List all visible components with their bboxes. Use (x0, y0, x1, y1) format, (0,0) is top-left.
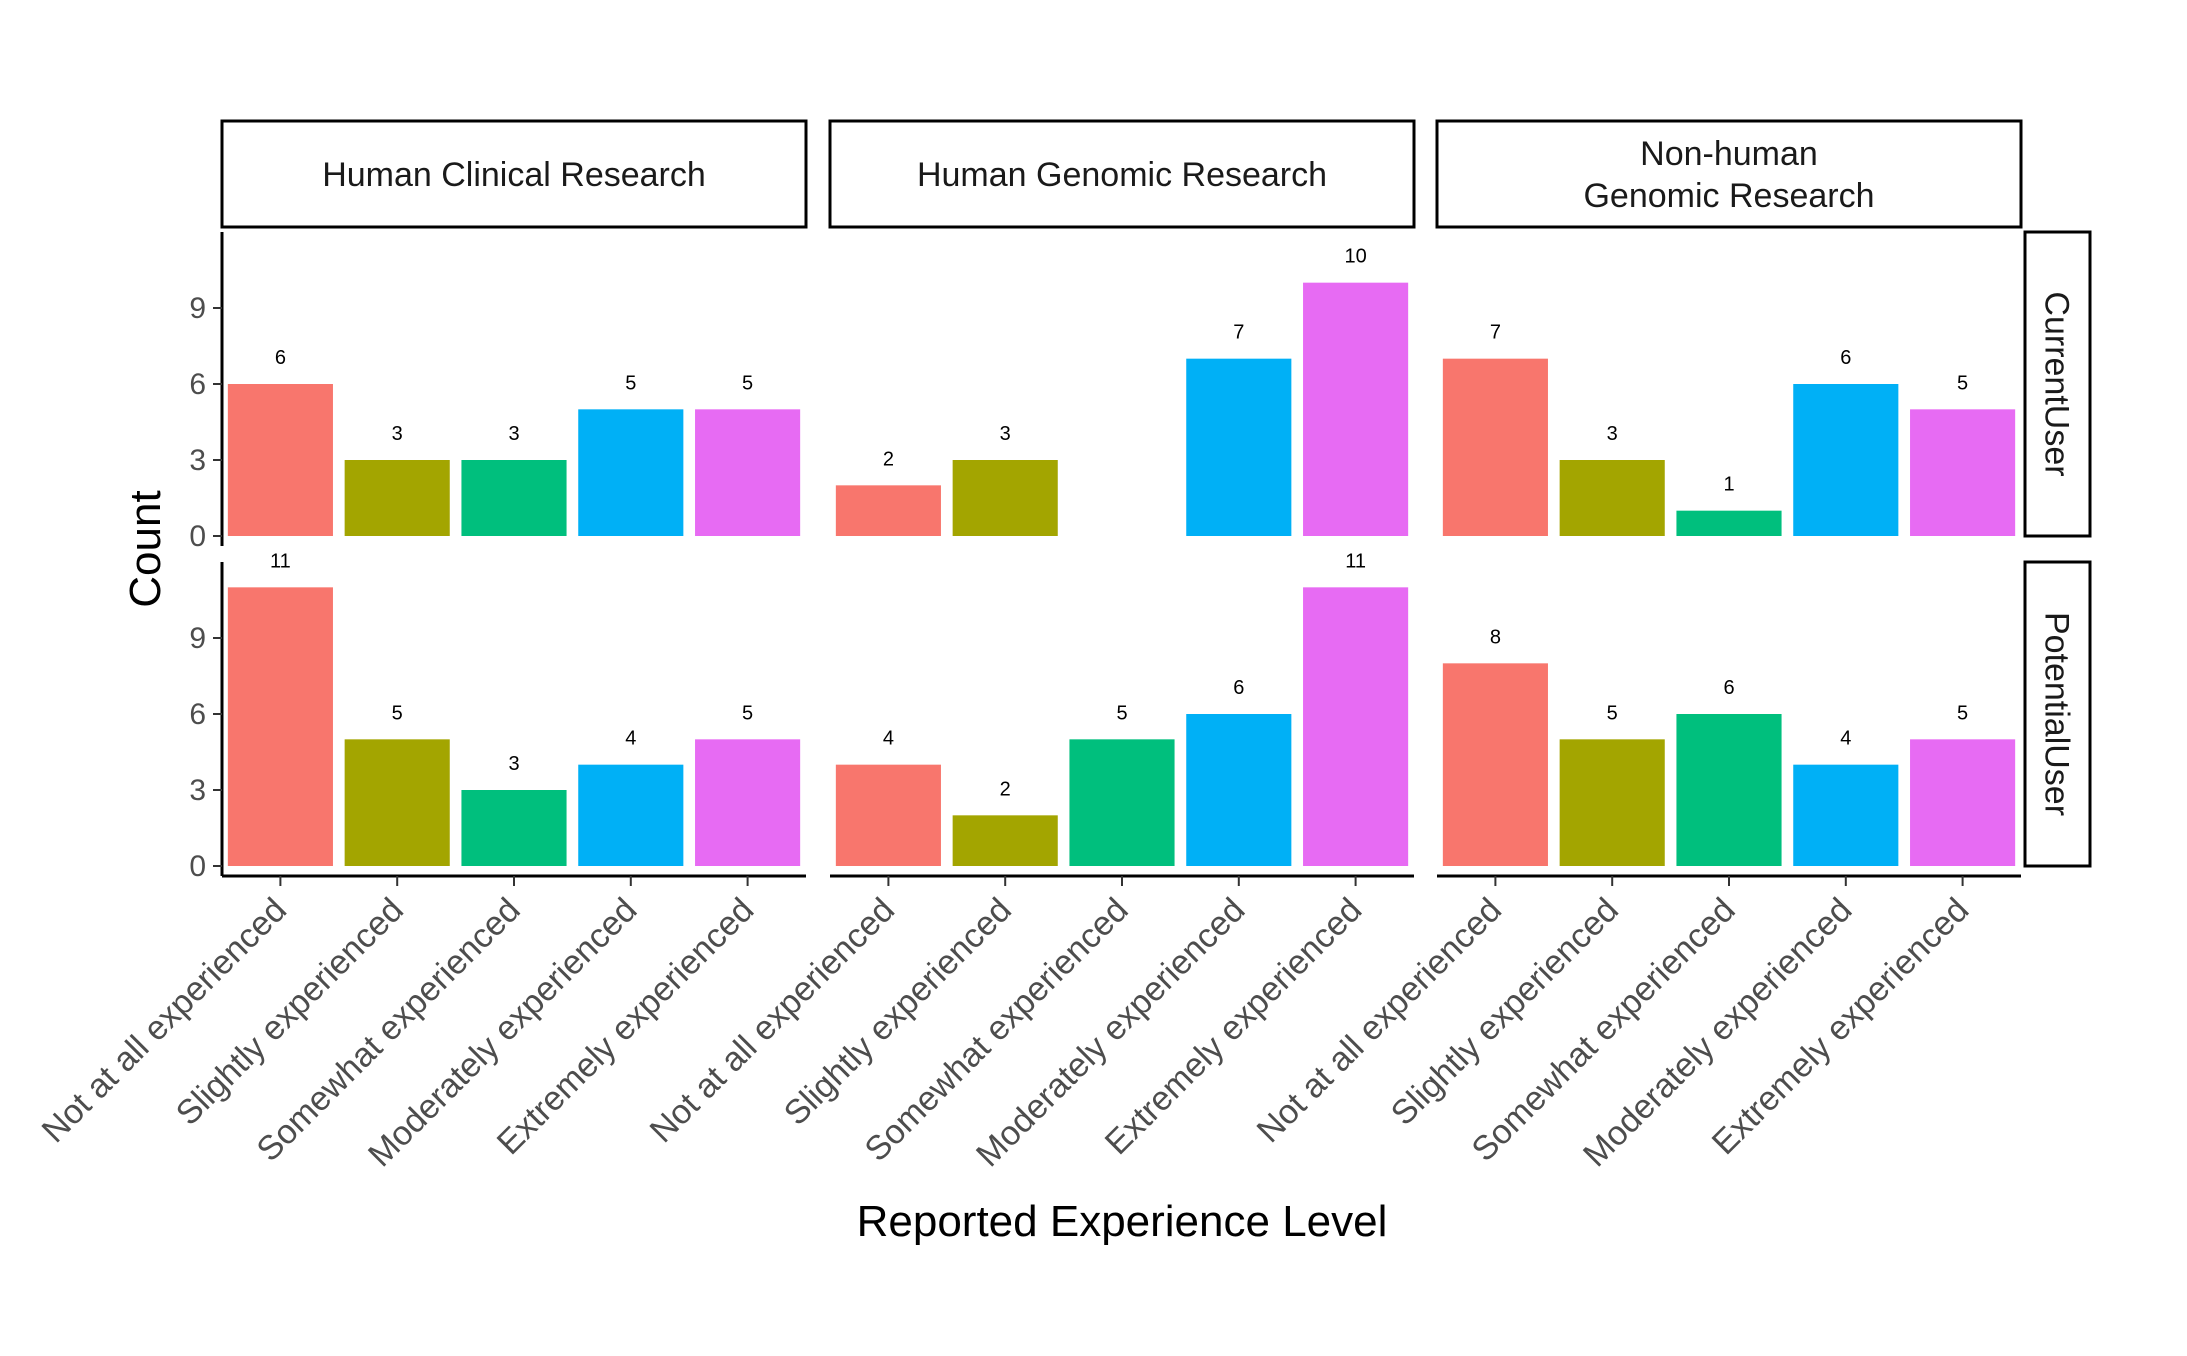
bar-value-label: 5 (625, 372, 636, 394)
y-tick-label: 9 (189, 292, 206, 325)
bar-value-label: 5 (1607, 702, 1618, 724)
x-axis-title: Reported Experience Level (857, 1197, 1388, 1246)
bar-value-label: 5 (742, 372, 753, 394)
bar (1793, 384, 1899, 536)
bar-value-label: 2 (1000, 778, 1011, 800)
bar (952, 460, 1058, 536)
bar-value-label: 6 (1840, 347, 1851, 369)
bar (1186, 714, 1292, 866)
bar-value-label: 8 (1490, 626, 1501, 648)
facet-strip-label: Non-human (1640, 135, 1818, 173)
bar (1793, 764, 1899, 866)
bar-value-label: 3 (508, 753, 519, 775)
bar-value-label: 3 (508, 423, 519, 445)
y-tick-label: 6 (189, 368, 206, 401)
bar (1303, 587, 1409, 866)
bar (835, 764, 941, 866)
y-tick-label: 3 (189, 444, 206, 477)
bar-value-label: 7 (1233, 322, 1244, 344)
bar (1559, 739, 1665, 866)
bar-value-label: 4 (883, 728, 894, 750)
bar-value-label: 3 (1607, 423, 1618, 445)
bar-value-label: 5 (1957, 702, 1968, 724)
bar (578, 764, 684, 866)
bar (1442, 663, 1548, 866)
facet-strip-row-1 (2023, 560, 2092, 868)
bar-value-label: 5 (742, 702, 753, 724)
bar (695, 739, 801, 866)
bar (344, 460, 450, 536)
bar-value-label: 6 (275, 347, 286, 369)
bar (1303, 282, 1409, 536)
y-tick-label: 6 (189, 698, 206, 731)
bar-value-label: 5 (392, 702, 403, 724)
bar-value-label: 10 (1344, 246, 1366, 268)
bar (1676, 510, 1782, 536)
bar (1676, 714, 1782, 866)
y-tick-label: 9 (189, 622, 206, 655)
bar (227, 587, 333, 866)
bar (461, 460, 567, 536)
x-tick-label: Slightly experienced (1384, 891, 1626, 1133)
bar-value-label: 4 (625, 728, 636, 750)
bar (578, 409, 684, 536)
facet-strip-label: Genomic Research (1583, 177, 1874, 215)
bar-value-label: 3 (392, 423, 403, 445)
bar (1910, 409, 2016, 536)
facet-strip-label: Human Genomic Research (917, 156, 1327, 194)
bar-value-label: 11 (1345, 550, 1366, 572)
y-tick-label: 0 (189, 850, 206, 883)
x-tick-label: Slightly experienced (777, 891, 1019, 1133)
bar-value-label: 4 (1840, 728, 1851, 750)
bar (1910, 739, 2016, 866)
facet-strip-row-label: CurrentUser (2038, 291, 2076, 476)
bar (461, 790, 567, 866)
bar (227, 384, 333, 536)
facet-strip-row-label: PotentialUser (2038, 612, 2076, 816)
bar (695, 409, 801, 536)
bar-value-label: 5 (1957, 372, 1968, 394)
facet-strip-label: Human Clinical Research (322, 156, 706, 194)
facet-strip-col-0 (220, 119, 808, 229)
y-tick-label: 0 (189, 520, 206, 553)
x-tick-label: Slightly experienced (169, 891, 411, 1133)
bar (1186, 358, 1292, 536)
bar (1442, 358, 1548, 536)
y-axis-title: Count (121, 490, 170, 607)
bar-value-label: 11 (270, 550, 291, 572)
y-tick-label: 3 (189, 774, 206, 807)
bar-value-label: 3 (1000, 423, 1011, 445)
bar (1559, 460, 1665, 536)
facet-strip-row-0 (2023, 230, 2092, 538)
bar-value-label: 6 (1233, 677, 1244, 699)
bar-value-label: 5 (1116, 702, 1127, 724)
bar (344, 739, 450, 866)
bar (952, 815, 1058, 866)
facet-strip-col-2 (1435, 119, 2023, 229)
bar-value-label: 6 (1723, 677, 1734, 699)
bar-value-label: 2 (883, 448, 894, 470)
bar-value-label: 1 (1723, 474, 1734, 496)
bar (1069, 739, 1175, 866)
bar-value-label: 7 (1490, 322, 1501, 344)
facet-strip-col-1 (828, 119, 1416, 229)
bar (835, 485, 941, 536)
